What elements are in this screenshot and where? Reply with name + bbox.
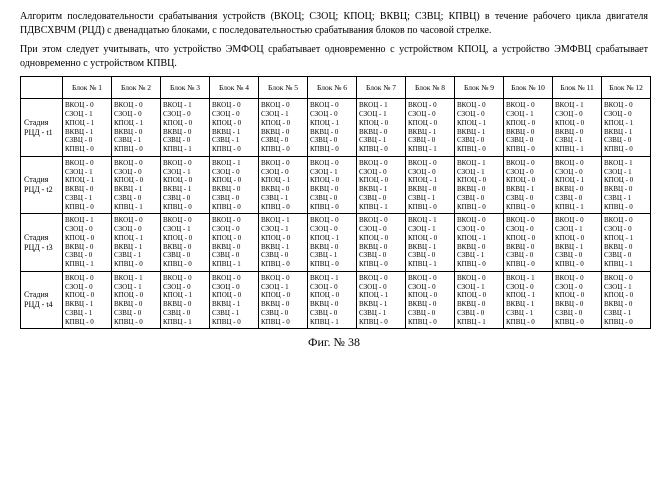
- device-cell: ВКОЦ - 0 СЗОЦ - 0 КПОЦ - 0 ВКВЦ - 1 СЗВЦ…: [406, 99, 455, 157]
- device-cell: ВКОЦ - 0 СЗОЦ - 0 КПОЦ - 0 ВКВЦ - 0 СЗВЦ…: [406, 271, 455, 329]
- device-cell: ВКОЦ - 0 СЗОЦ - 0 КПОЦ - 0 ВКВЦ - 0 СЗВЦ…: [504, 214, 553, 272]
- device-cell: ВКОЦ - 0 СЗОЦ - 0 КПОЦ - 0 ВКВЦ - 1 СЗВЦ…: [63, 271, 112, 329]
- device-cell: ВКОЦ - 0 СЗОЦ - 0 КПОЦ - 1 ВКВЦ - 0 СЗВЦ…: [161, 271, 210, 329]
- col-head: Блок № 4: [210, 77, 259, 99]
- table-row: Стадия РЦД - t2ВКОЦ - 0 СЗОЦ - 1 КПОЦ - …: [21, 156, 651, 214]
- device-cell: ВКОЦ - 1 СЗОЦ - 0 КПОЦ - 0 ВКВЦ - 0 СЗВЦ…: [63, 214, 112, 272]
- device-cell: ВКОЦ - 0 СЗОЦ - 0 КПОЦ - 1 ВКВЦ - 0 СЗВЦ…: [259, 156, 308, 214]
- device-cell: ВКОЦ - 0 СЗОЦ - 1 КПОЦ - 0 ВКВЦ - 0 СЗВЦ…: [308, 156, 357, 214]
- algorithm-table: Блок № 1 Блок № 2 Блок № 3 Блок № 4 Блок…: [20, 76, 651, 329]
- col-head: Блок № 2: [112, 77, 161, 99]
- device-cell: ВКОЦ - 0 СЗОЦ - 0 КПОЦ - 1 ВКВЦ - 0 СЗВЦ…: [308, 214, 357, 272]
- col-head: Блок № 3: [161, 77, 210, 99]
- device-cell: ВКОЦ - 0 СЗОЦ - 0 КПОЦ - 1 ВКВЦ - 0 СЗВЦ…: [455, 214, 504, 272]
- device-cell: ВКОЦ - 0 СЗОЦ - 0 КПОЦ - 0 ВКВЦ - 0 СЗВЦ…: [357, 214, 406, 272]
- device-cell: ВКОЦ - 0 СЗОЦ - 0 КПОЦ - 1 ВКВЦ - 0 СЗВЦ…: [112, 99, 161, 157]
- device-cell: ВКОЦ - 0 СЗОЦ - 0 КПОЦ - 1 ВКВЦ - 0 СЗВЦ…: [406, 156, 455, 214]
- col-head: Блок № 6: [308, 77, 357, 99]
- table-head-row: Блок № 1 Блок № 2 Блок № 3 Блок № 4 Блок…: [21, 77, 651, 99]
- device-cell: ВКОЦ - 0 СЗОЦ - 1 КПОЦ - 1 ВКВЦ - 1 СЗВЦ…: [63, 99, 112, 157]
- device-cell: ВКОЦ - 0 СЗОЦ - 0 КПОЦ - 1 ВКВЦ - 0 СЗВЦ…: [553, 156, 602, 214]
- device-cell: ВКОЦ - 1 СЗОЦ - 0 КПОЦ - 0 ВКВЦ - 0 СЗВЦ…: [161, 99, 210, 157]
- device-cell: ВКОЦ - 1 СЗОЦ - 1 КПОЦ - 0 ВКВЦ - 0 СЗВЦ…: [455, 156, 504, 214]
- intro-line-2: При этом следует учитывать, что устройст…: [20, 43, 648, 70]
- intro-line-1: Алгоритм последовательности срабатывания…: [20, 10, 648, 37]
- table-row: Стадия РЦД - t4ВКОЦ - 0 СЗОЦ - 0 КПОЦ - …: [21, 271, 651, 329]
- device-cell: ВКОЦ - 0 СЗОЦ - 0 КПОЦ - 1 ВКВЦ - 0 СЗВЦ…: [602, 214, 651, 272]
- device-cell: ВКОЦ - 0 СЗОЦ - 0 КПОЦ - 0 ВКВЦ - 1 СЗВЦ…: [210, 271, 259, 329]
- device-cell: ВКОЦ - 0 СЗОЦ - 1 КПОЦ - 0 ВКВЦ - 0 СЗВЦ…: [259, 99, 308, 157]
- device-cell: ВКОЦ - 1 СЗОЦ - 1 КПОЦ - 0 ВКВЦ - 0 СЗВЦ…: [357, 99, 406, 157]
- col-head: Блок № 8: [406, 77, 455, 99]
- device-cell: ВКОЦ - 0 СЗОЦ - 1 КПОЦ - 0 ВКВЦ - 1 СЗВЦ…: [161, 156, 210, 214]
- stage-label: Стадия РЦД - t2: [21, 156, 63, 214]
- head-empty: [21, 77, 63, 99]
- device-cell: ВКОЦ - 0 СЗОЦ - 1 КПОЦ - 0 ВКВЦ - 0 СЗВЦ…: [602, 271, 651, 329]
- device-cell: ВКОЦ - 0 СЗОЦ - 0 КПОЦ - 0 ВКВЦ - 1 СЗВЦ…: [504, 156, 553, 214]
- col-head: Блок № 9: [455, 77, 504, 99]
- device-cell: ВКОЦ - 1 СЗОЦ - 1 КПОЦ - 0 ВКВЦ - 0 СЗВЦ…: [112, 271, 161, 329]
- device-cell: ВКОЦ - 0 СЗОЦ - 1 КПОЦ - 0 ВКВЦ - 0 СЗВЦ…: [259, 271, 308, 329]
- device-cell: ВКОЦ - 0 СЗОЦ - 1 КПОЦ - 0 ВКВЦ - 0 СЗВЦ…: [161, 214, 210, 272]
- stage-label: Стадия РЦД - t1: [21, 99, 63, 157]
- device-cell: ВКОЦ - 0 СЗОЦ - 0 КПОЦ - 0 ВКВЦ - 1 СЗВЦ…: [210, 99, 259, 157]
- device-cell: ВКОЦ - 1 СЗОЦ - 0 КПОЦ - 0 ВКВЦ - 0 СЗВЦ…: [553, 99, 602, 157]
- device-cell: ВКОЦ - 0 СЗОЦ - 0 КПОЦ - 1 ВКВЦ - 1 СЗВЦ…: [455, 99, 504, 157]
- device-cell: ВКОЦ - 1 СЗОЦ - 0 КПОЦ - 1 ВКВЦ - 1 СЗВЦ…: [504, 271, 553, 329]
- col-head: Блок № 11: [553, 77, 602, 99]
- device-cell: ВКОЦ - 0 СЗОЦ - 0 КПОЦ - 0 ВКВЦ - 1 СЗВЦ…: [112, 156, 161, 214]
- device-cell: ВКОЦ - 1 СЗОЦ - 0 КПОЦ - 0 ВКВЦ - 0 СЗВЦ…: [308, 271, 357, 329]
- device-cell: ВКОЦ - 0 СЗОЦ - 1 КПОЦ - 0 ВКВЦ - 0 СЗВЦ…: [504, 99, 553, 157]
- device-cell: ВКОЦ - 0 СЗОЦ - 1 КПОЦ - 0 ВКВЦ - 0 СЗВЦ…: [455, 271, 504, 329]
- device-cell: ВКОЦ - 0 СЗОЦ - 0 КПОЦ - 1 ВКВЦ - 0 СЗВЦ…: [308, 99, 357, 157]
- device-cell: ВКОЦ - 0 СЗОЦ - 0 КПОЦ - 0 ВКВЦ - 0 СЗВЦ…: [553, 271, 602, 329]
- device-cell: ВКОЦ - 0 СЗОЦ - 0 КПОЦ - 1 ВКВЦ - 1 СЗВЦ…: [112, 214, 161, 272]
- device-cell: ВКОЦ - 1 СЗОЦ - 0 КПОЦ - 0 ВКВЦ - 0 СЗВЦ…: [210, 156, 259, 214]
- device-cell: ВКОЦ - 0 СЗОЦ - 0 КПОЦ - 1 ВКВЦ - 1 СЗВЦ…: [602, 99, 651, 157]
- col-head: Блок № 1: [63, 77, 112, 99]
- device-cell: ВКОЦ - 0 СЗОЦ - 0 КПОЦ - 0 ВКВЦ - 1 СЗВЦ…: [357, 156, 406, 214]
- table-row: Стадия РЦД - t1ВКОЦ - 0 СЗОЦ - 1 КПОЦ - …: [21, 99, 651, 157]
- device-cell: ВКОЦ - 0 СЗОЦ - 1 КПОЦ - 1 ВКВЦ - 0 СЗВЦ…: [63, 156, 112, 214]
- device-cell: ВКОЦ - 1 СЗОЦ - 1 КПОЦ - 0 ВКВЦ - 0 СЗВЦ…: [602, 156, 651, 214]
- device-cell: ВКОЦ - 0 СЗОЦ - 0 КПОЦ - 1 ВКВЦ - 1 СЗВЦ…: [357, 271, 406, 329]
- col-head: Блок № 5: [259, 77, 308, 99]
- device-cell: ВКОЦ - 0 СЗОЦ - 0 КПОЦ - 0 ВКВЦ - 0 СЗВЦ…: [210, 214, 259, 272]
- col-head: Блок № 12: [602, 77, 651, 99]
- col-head: Блок № 10: [504, 77, 553, 99]
- figure-caption: Фиг. № 38: [20, 335, 648, 350]
- col-head: Блок № 7: [357, 77, 406, 99]
- device-cell: ВКОЦ - 1 СЗОЦ - 1 КПОЦ - 0 ВКВЦ - 1 СЗВЦ…: [259, 214, 308, 272]
- device-cell: ВКОЦ - 0 СЗОЦ - 1 КПОЦ - 0 ВКВЦ - 1 СЗВЦ…: [553, 214, 602, 272]
- stage-label: Стадия РЦД - t3: [21, 214, 63, 272]
- device-cell: ВКОЦ - 1 СЗОЦ - 1 КПОЦ - 0 ВКВЦ - 1 СЗВЦ…: [406, 214, 455, 272]
- stage-label: Стадия РЦД - t4: [21, 271, 63, 329]
- table-row: Стадия РЦД - t3ВКОЦ - 1 СЗОЦ - 0 КПОЦ - …: [21, 214, 651, 272]
